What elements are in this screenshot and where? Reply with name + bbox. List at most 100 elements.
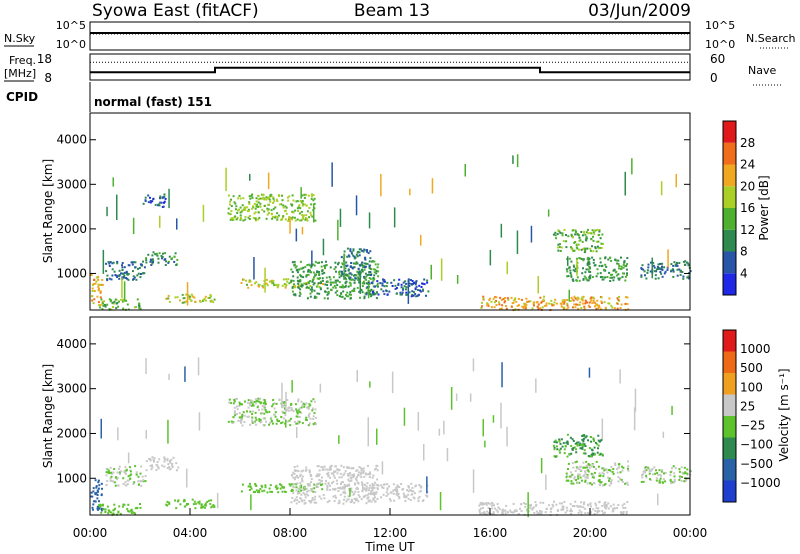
heatmap-cell: [131, 510, 134, 513]
heatmap-cell: [609, 469, 612, 472]
heatmap-cell: [290, 483, 293, 486]
power-heatmap: [90, 154, 692, 312]
heatmap-cell: [163, 465, 166, 468]
heatmap-cell: [197, 501, 200, 504]
heatmap-cell: [296, 469, 299, 472]
heatmap-cell: [396, 494, 399, 497]
heatmap-cell: [263, 198, 266, 201]
heatmap-cell: [182, 500, 185, 503]
heatmap-cell: [117, 305, 120, 308]
heatmap-cell: [584, 436, 587, 439]
heatmap-cell: [281, 194, 283, 197]
heatmap-cell: [316, 465, 319, 468]
heatmap-cell: [237, 419, 240, 422]
colorbar-swatch: [723, 351, 736, 373]
heatmap-cell: [272, 207, 275, 210]
heatmap-cell: [368, 273, 370, 276]
heatmap-cell: [664, 472, 667, 474]
heatmap-cell: [670, 263, 673, 266]
heatmap-cell: [349, 472, 352, 474]
heatmap-cell: [423, 278, 426, 281]
heatmap-cell: [586, 247, 589, 250]
heatmap-cell: [344, 273, 347, 276]
heatmap-cell: [495, 304, 498, 306]
heatmap-cell: [244, 215, 247, 218]
heatmap-cell: [363, 487, 366, 490]
heatmap-cell: [249, 173, 251, 181]
heatmap-cell: [137, 272, 140, 275]
heatmap-cell: [583, 466, 586, 469]
heatmap-cell: [381, 461, 384, 475]
heatmap-cell: [570, 248, 573, 251]
heatmap-cell: [569, 503, 572, 506]
heatmap-cell: [362, 250, 365, 253]
heatmap-cell: [134, 512, 136, 515]
heatmap-cell: [575, 246, 578, 249]
heatmap-cell: [346, 467, 349, 470]
heatmap-cell: [291, 261, 294, 264]
heatmap-cell: [302, 203, 305, 206]
heatmap-cell: [233, 410, 236, 413]
heatmap-cell: [128, 264, 131, 267]
heatmap-cell: [619, 471, 622, 474]
heatmap-cell: [574, 500, 577, 503]
heatmap-cell: [327, 471, 330, 474]
heatmap-cell: [306, 494, 309, 497]
heatmap-cell: [288, 419, 291, 422]
heatmap-cell: [597, 240, 600, 243]
heatmap-cell: [566, 270, 569, 273]
heatmap-cell: [589, 232, 592, 234]
heatmap-cell: [112, 261, 115, 264]
heatmap-cell: [291, 489, 294, 492]
heatmap-cell: [321, 468, 324, 471]
heatmap-cell: [599, 439, 602, 442]
heatmap-cell: [281, 218, 283, 221]
heatmap-cell: [431, 178, 434, 194]
heatmap-cell: [503, 301, 506, 304]
heatmap-cell: [596, 303, 599, 306]
heatmap-cell: [231, 422, 234, 424]
heatmap-cell: [265, 420, 268, 423]
heatmap-cell: [286, 409, 289, 412]
heatmap-cell: [144, 480, 147, 483]
heatmap-cell: [590, 453, 593, 456]
heatmap-cell: [613, 268, 616, 271]
heatmap-cell: [298, 407, 301, 410]
heatmap-cell: [570, 274, 573, 276]
heatmap-cell: [330, 472, 333, 475]
heatmap-cell: [353, 501, 356, 504]
heatmap-cell: [591, 476, 594, 479]
heatmap-cell: [371, 484, 374, 487]
heatmap-cell: [326, 486, 329, 489]
heatmap-cell: [368, 267, 371, 270]
heatmap-cell: [102, 249, 105, 274]
heatmap-cell: [169, 460, 171, 462]
heatmap-cell: [353, 497, 356, 500]
heatmap-cell: [238, 416, 241, 419]
heatmap-cell: [347, 498, 350, 501]
heatmap-cell: [604, 276, 607, 279]
heatmap-cell: [340, 464, 343, 467]
heatmap-cell: [134, 261, 137, 264]
heatmap-cell: [584, 452, 587, 455]
heatmap-cell: [310, 489, 313, 492]
heatmap-cell: [645, 277, 648, 280]
heatmap-cell: [277, 285, 280, 287]
heatmap-cell: [347, 295, 350, 298]
heatmap-cell: [267, 212, 270, 214]
heatmap-cell: [570, 452, 573, 455]
heatmap-cell: [291, 194, 294, 197]
nsky-label: N.Sky: [4, 32, 36, 45]
heatmap-cell: [292, 476, 295, 479]
heatmap-cell: [619, 477, 622, 480]
heatmap-cell: [274, 486, 277, 489]
heatmap-cell: [598, 480, 600, 483]
heatmap-cell: [323, 264, 326, 267]
heatmap-cell: [554, 440, 556, 443]
heatmap-cell: [661, 268, 664, 271]
heatmap-cell: [306, 490, 308, 493]
heatmap-cell: [277, 283, 280, 286]
heatmap-cell: [506, 297, 509, 300]
heatmap-cell: [321, 480, 323, 483]
heatmap-cell: [519, 507, 521, 510]
